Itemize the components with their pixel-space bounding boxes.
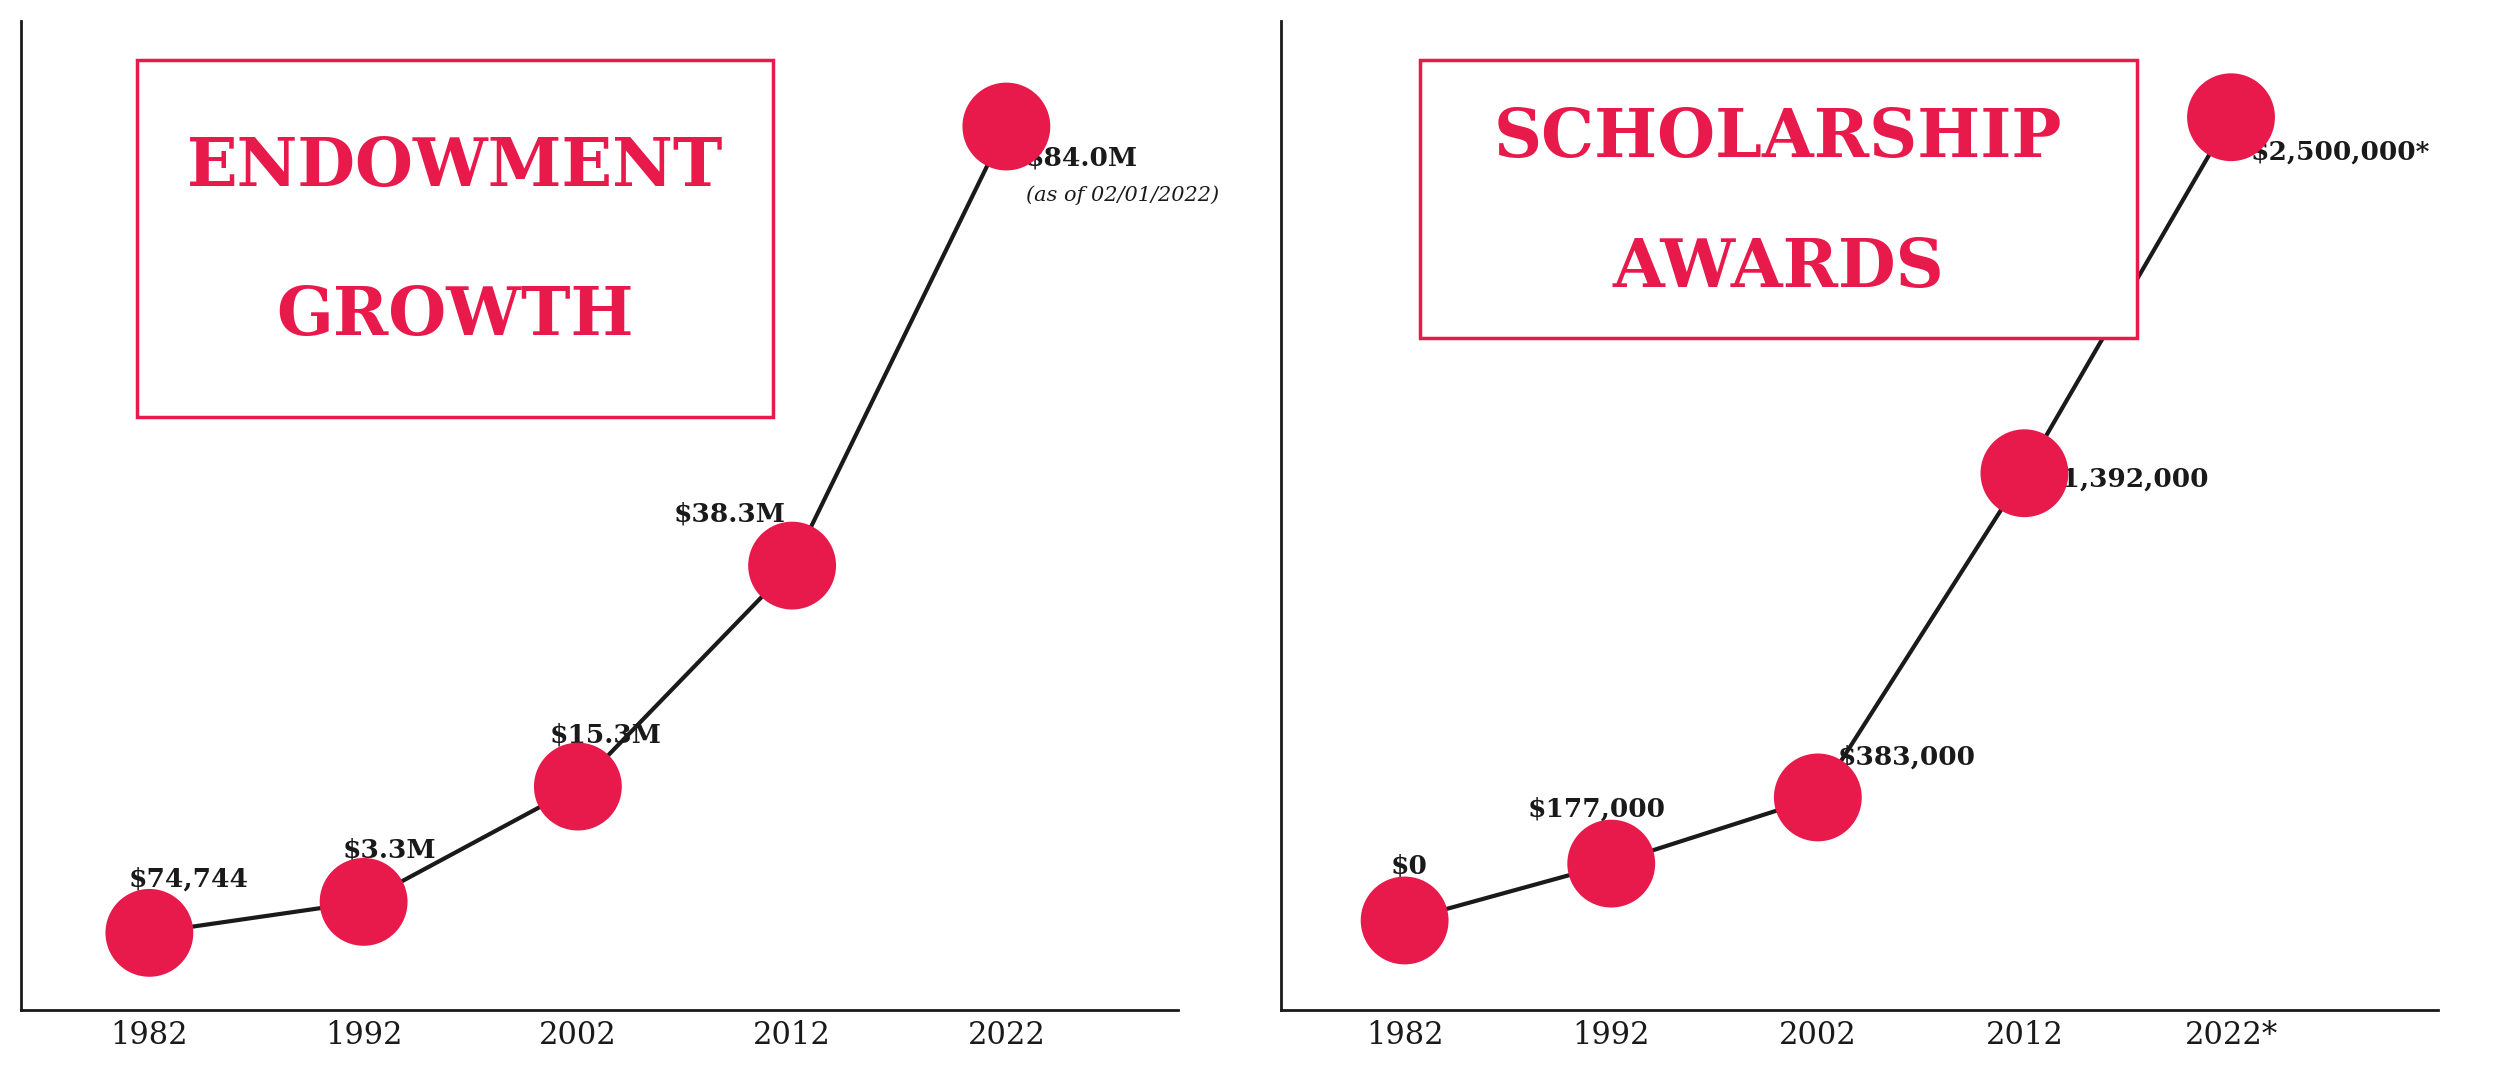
Text: $74,744: $74,744 bbox=[127, 866, 248, 891]
Point bbox=[1798, 789, 1838, 806]
Text: $1,392,000: $1,392,000 bbox=[2045, 466, 2210, 491]
Text: $177,000: $177,000 bbox=[1528, 796, 1665, 822]
Point bbox=[772, 557, 812, 575]
Point bbox=[1385, 912, 1425, 929]
Text: ENDOWMENT: ENDOWMENT bbox=[188, 135, 722, 199]
Point bbox=[342, 893, 382, 910]
FancyBboxPatch shape bbox=[138, 60, 772, 417]
Text: AWARDS: AWARDS bbox=[1612, 236, 1945, 301]
Point bbox=[2005, 464, 2045, 481]
FancyBboxPatch shape bbox=[1420, 60, 2138, 338]
Text: GROWTH: GROWTH bbox=[275, 284, 632, 349]
Point bbox=[988, 118, 1028, 135]
Text: (as of 02/01/2022): (as of 02/01/2022) bbox=[1025, 184, 1220, 205]
Text: $3.3M: $3.3M bbox=[342, 838, 437, 863]
Text: $15.3M: $15.3M bbox=[550, 723, 662, 747]
Text: SCHOLARSHIP: SCHOLARSHIP bbox=[1495, 105, 2062, 170]
Text: $0: $0 bbox=[1390, 853, 1428, 879]
Point bbox=[2210, 108, 2250, 125]
Text: $84.0M: $84.0M bbox=[1025, 146, 1138, 170]
Text: $2,500,000*: $2,500,000* bbox=[2250, 139, 2430, 164]
Text: $383,000: $383,000 bbox=[1838, 745, 1975, 770]
Point bbox=[130, 924, 170, 941]
Point bbox=[1590, 855, 1630, 873]
Point bbox=[558, 778, 598, 795]
Text: $38.3M: $38.3M bbox=[675, 502, 785, 526]
